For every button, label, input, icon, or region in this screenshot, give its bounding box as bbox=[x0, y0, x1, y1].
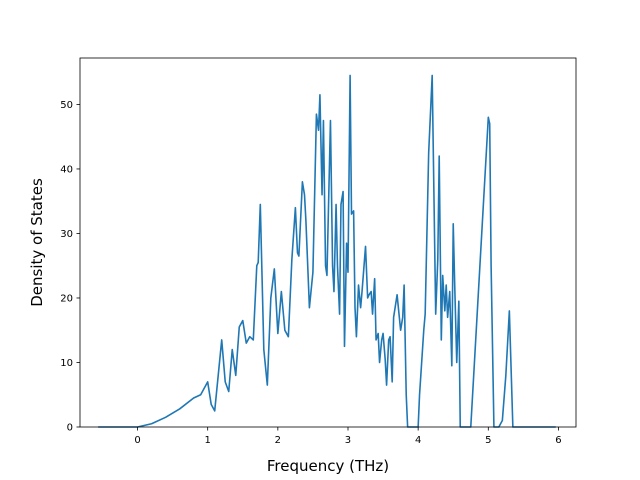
x-tick-label: 4 bbox=[415, 435, 421, 446]
y-tick-label: 40 bbox=[60, 164, 73, 175]
x-axis-ticks: 0 1 2 3 4 5 6 bbox=[134, 427, 562, 446]
x-tick-label: 1 bbox=[204, 435, 210, 446]
x-tick-label: 3 bbox=[345, 435, 351, 446]
x-axis-title: Frequency (THz) bbox=[267, 457, 389, 475]
x-tick-label: 5 bbox=[485, 435, 491, 446]
y-tick-label: 0 bbox=[67, 423, 73, 434]
x-tick-label: 6 bbox=[555, 435, 561, 446]
x-tick-label: 2 bbox=[275, 435, 281, 446]
plot-frame bbox=[79, 57, 577, 428]
dos-series-line bbox=[98, 74, 556, 428]
y-axis-ticks: 0 10 20 30 40 50 bbox=[60, 100, 80, 434]
y-tick-label: 30 bbox=[60, 229, 73, 240]
y-tick-label: 50 bbox=[60, 100, 73, 111]
y-tick-label: 20 bbox=[60, 293, 73, 304]
x-tick-label: 0 bbox=[134, 435, 140, 446]
y-tick-label: 10 bbox=[60, 358, 73, 369]
chart-marks bbox=[98, 74, 556, 428]
y-axis-title: Density of States bbox=[28, 178, 46, 307]
